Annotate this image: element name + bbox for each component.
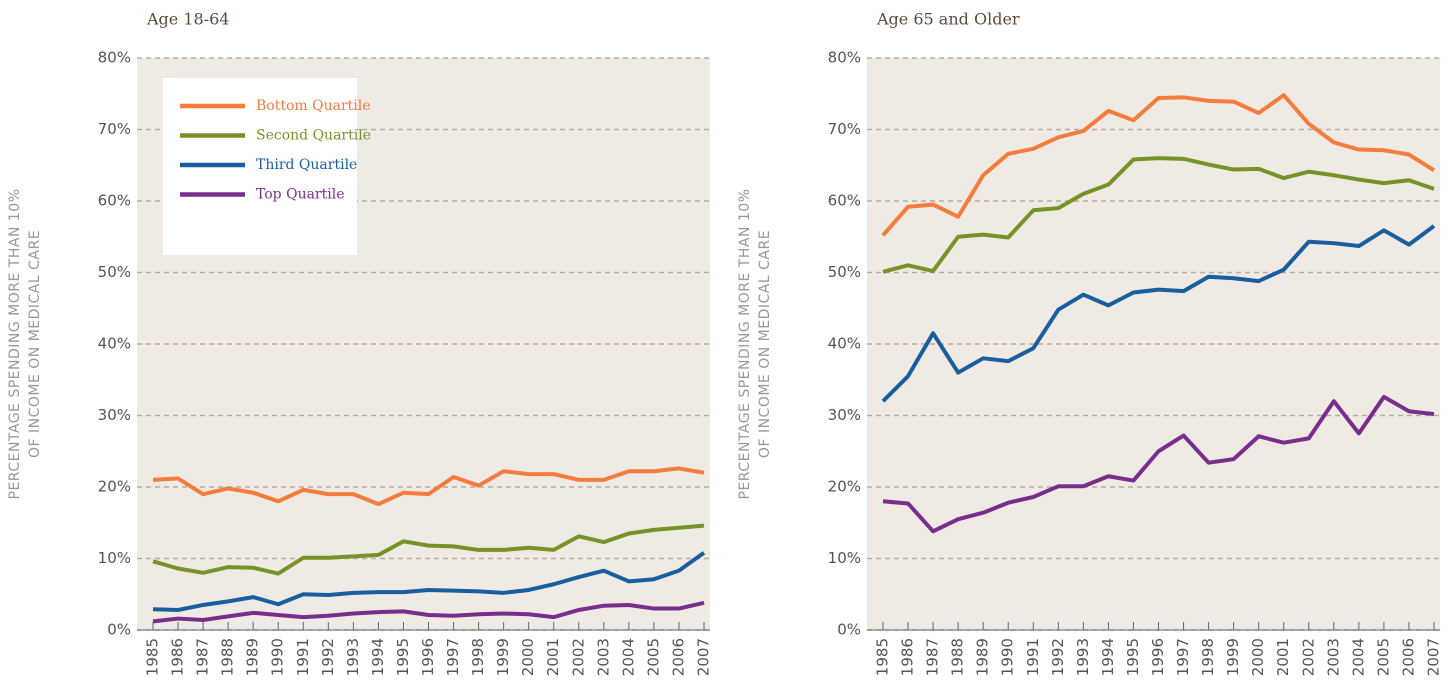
- y-tick-label: 10%: [828, 549, 861, 567]
- x-tick-label: 1990: [269, 638, 287, 676]
- x-tick-label: 1991: [1024, 638, 1042, 676]
- y-tick-label: 80%: [98, 49, 131, 67]
- x-tick-label: 2000: [519, 638, 537, 676]
- legend-label: Top Quartile: [256, 187, 345, 203]
- y-tick-label: 20%: [98, 478, 131, 496]
- y-axis-label: PERCENTAGE SPENDING MORE THAN 10%: [737, 189, 753, 500]
- x-tick-label: 1996: [419, 638, 437, 676]
- x-tick-label: 2005: [644, 638, 662, 676]
- x-tick-label: 1999: [1224, 638, 1242, 676]
- x-tick-label: 2001: [544, 638, 562, 676]
- x-tick-label: 1987: [924, 638, 942, 676]
- x-tick-label: 2003: [594, 638, 612, 676]
- x-tick-label: 1995: [1124, 638, 1142, 676]
- x-tick-label: 1988: [949, 638, 967, 676]
- x-tick-label: 1991: [294, 638, 312, 676]
- y-tick-label: 60%: [828, 192, 861, 210]
- y-tick-label: 30%: [98, 406, 131, 424]
- x-tick-label: 1998: [469, 638, 487, 676]
- x-tick-label: 2007: [695, 638, 713, 676]
- x-tick-label: 1995: [394, 638, 412, 676]
- y-tick-label: 0%: [837, 621, 861, 639]
- legend-label: Third Quartile: [256, 157, 357, 173]
- x-tick-label: 2002: [569, 638, 587, 676]
- x-tick-label: 1985: [874, 638, 892, 676]
- line: [152, 466, 705, 507]
- x-tick-label: 2007: [1425, 638, 1443, 676]
- y-tick-label: 20%: [828, 478, 861, 496]
- x-tick-label: 1997: [444, 638, 462, 676]
- x-tick-label: 1989: [244, 638, 262, 676]
- x-tick-label: 2002: [1299, 638, 1317, 676]
- legend-label: Second Quartile: [256, 128, 371, 144]
- y-tick-label: 10%: [98, 549, 131, 567]
- x-tick-label: 1998: [1199, 638, 1217, 676]
- x-tick-label: 1992: [1049, 638, 1067, 676]
- y-axis-label: PERCENTAGE SPENDING MORE THAN 10%: [7, 189, 23, 500]
- x-tick-label: 1993: [344, 638, 362, 676]
- line: [881, 224, 1436, 403]
- x-tick-label: 1997: [1174, 638, 1192, 676]
- y-tick-label: 50%: [828, 263, 861, 281]
- y-tick-label: 40%: [828, 335, 861, 353]
- y-axis-label: OF INCOME ON MEDICAL CARE: [757, 230, 773, 458]
- line: [882, 156, 1435, 274]
- x-tick-label: 1996: [1149, 638, 1167, 676]
- x-tick-label: 2005: [1374, 638, 1392, 676]
- x-tick-label: 2001: [1274, 638, 1292, 676]
- x-tick-label: 1987: [194, 638, 212, 676]
- x-tick-label: 1993: [1074, 638, 1092, 676]
- x-tick-label: 1986: [169, 638, 187, 676]
- y-tick-label: 70%: [828, 120, 861, 138]
- x-tick-label: 1994: [369, 638, 387, 676]
- chart-title: Age 18-64: [146, 10, 229, 29]
- line: [881, 93, 1436, 237]
- x-tick-label: 2004: [1349, 638, 1367, 676]
- x-tick-label: 2006: [669, 638, 687, 676]
- x-tick-label: 2000: [1249, 638, 1267, 676]
- x-tick-label: 1994: [1099, 638, 1117, 676]
- x-tick-label: 2004: [619, 638, 637, 676]
- y-tick-label: 60%: [98, 192, 131, 210]
- line: [152, 551, 706, 612]
- y-tick-label: 40%: [98, 335, 131, 353]
- line: [152, 600, 705, 624]
- y-tick-label: 70%: [98, 120, 131, 138]
- x-tick-label: 1985: [144, 638, 162, 676]
- x-tick-label: 1988: [219, 638, 237, 676]
- line: [882, 394, 1435, 534]
- x-tick-label: 2003: [1324, 638, 1342, 676]
- y-axis-label: OF INCOME ON MEDICAL CARE: [27, 230, 43, 458]
- x-tick-label: 1986: [899, 638, 917, 676]
- legend-label: Bottom Quartile: [256, 98, 371, 114]
- y-tick-label: 80%: [828, 49, 861, 67]
- y-tick-label: 0%: [107, 621, 131, 639]
- x-tick-label: 1992: [319, 638, 337, 676]
- x-tick-label: 1990: [999, 638, 1017, 676]
- x-tick-label: 1999: [494, 638, 512, 676]
- legend: Bottom Quartile Second Quartile Third Quar…: [163, 78, 371, 255]
- x-tick-label: 1989: [974, 638, 992, 676]
- chart-title: Age 65 and Older: [876, 10, 1020, 29]
- y-tick-label: 50%: [98, 263, 131, 281]
- y-tick-label: 30%: [828, 406, 861, 424]
- x-tick-label: 2006: [1399, 638, 1417, 676]
- line: [152, 523, 705, 576]
